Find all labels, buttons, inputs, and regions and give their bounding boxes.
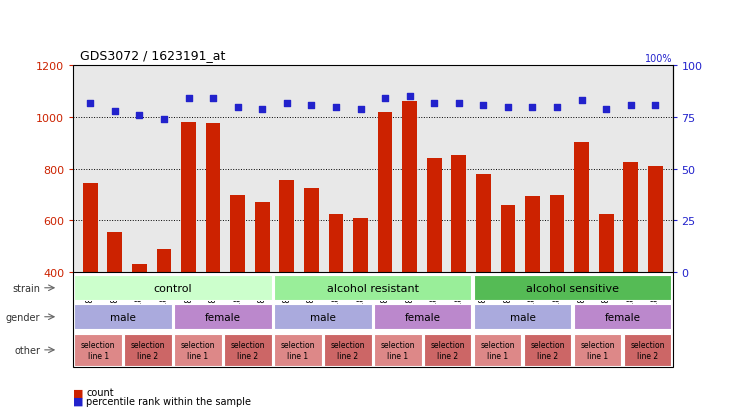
Point [428,100,440,107]
Point [502,104,514,111]
Bar [230,195,245,376]
Bar [324,334,371,366]
Bar [424,334,471,366]
Text: selection
line 2: selection line 2 [431,340,465,360]
Text: ■: ■ [73,396,83,406]
Point [85,100,96,107]
Point [330,104,342,111]
Point [600,106,612,113]
Bar [255,203,270,376]
Point [183,96,194,102]
Text: male: male [310,312,336,322]
Bar [156,249,171,376]
Point [257,106,268,113]
Bar [353,218,368,376]
Bar [75,334,122,366]
Text: selection
line 2: selection line 2 [330,340,365,360]
Point [477,102,489,109]
Text: selection
line 1: selection line 1 [480,340,515,360]
Text: male: male [110,312,136,322]
Point [281,100,292,107]
Text: percentile rank within the sample: percentile rank within the sample [86,396,251,406]
Bar [476,174,491,376]
Bar [279,181,294,376]
Point [551,104,563,111]
Bar [374,305,471,329]
Bar [624,334,671,366]
Bar [648,167,663,376]
Text: selection
line 1: selection line 1 [81,340,115,360]
Bar [304,189,319,376]
Text: female: female [605,312,640,322]
Text: gender: gender [6,312,40,322]
Text: selection
line 2: selection line 2 [531,340,565,360]
Text: 100%: 100% [645,54,673,64]
Bar [174,334,221,366]
Bar [181,123,196,376]
Point [625,102,637,109]
Point [208,96,219,102]
Text: alcohol resistant: alcohol resistant [327,283,419,293]
Text: selection
line 2: selection line 2 [630,340,664,360]
Bar [274,305,371,329]
Text: control: control [154,283,192,293]
Point [649,102,661,109]
Bar [624,163,638,376]
Bar [132,265,147,376]
Text: selection
line 2: selection line 2 [131,340,165,360]
Text: count: count [86,387,114,397]
Text: female: female [205,312,241,322]
Bar [75,305,172,329]
Text: strain: strain [12,283,40,293]
Text: female: female [405,312,441,322]
Text: ■: ■ [73,387,83,397]
Text: selection
line 1: selection line 1 [381,340,415,360]
Bar [452,155,466,376]
Text: other: other [14,345,40,355]
Bar [574,305,671,329]
Bar [599,214,613,376]
Bar [174,305,272,329]
Bar [329,214,344,376]
Bar [427,159,442,376]
Text: selection
line 1: selection line 1 [181,340,215,360]
Bar [501,206,515,376]
Point [306,102,317,109]
Bar [274,334,322,366]
Text: selection
line 1: selection line 1 [580,340,615,360]
Bar [574,334,621,366]
Point [404,94,415,100]
Text: alcohol sensitive: alcohol sensitive [526,283,619,293]
Bar [402,102,417,376]
Point [158,116,170,123]
Bar [83,183,98,376]
Bar [474,305,572,329]
Point [109,108,121,115]
Bar [107,233,122,376]
Text: male: male [510,312,536,322]
Point [576,98,588,104]
Bar [205,124,221,376]
Point [232,104,243,111]
Text: selection
line 1: selection line 1 [281,340,315,360]
Point [526,104,538,111]
Bar [474,334,521,366]
Text: selection
line 2: selection line 2 [231,340,265,360]
Bar [525,197,540,376]
Bar [374,334,422,366]
Point [355,106,366,113]
Point [379,96,391,102]
Bar [550,195,564,376]
Bar [75,276,272,300]
Bar [224,334,272,366]
Point [134,112,145,119]
Text: GDS3072 / 1623191_at: GDS3072 / 1623191_at [80,49,226,62]
Bar [124,334,172,366]
Bar [474,276,671,300]
Bar [524,334,572,366]
Point [453,100,465,107]
Bar [575,142,589,376]
Bar [378,113,393,376]
Bar [274,276,471,300]
